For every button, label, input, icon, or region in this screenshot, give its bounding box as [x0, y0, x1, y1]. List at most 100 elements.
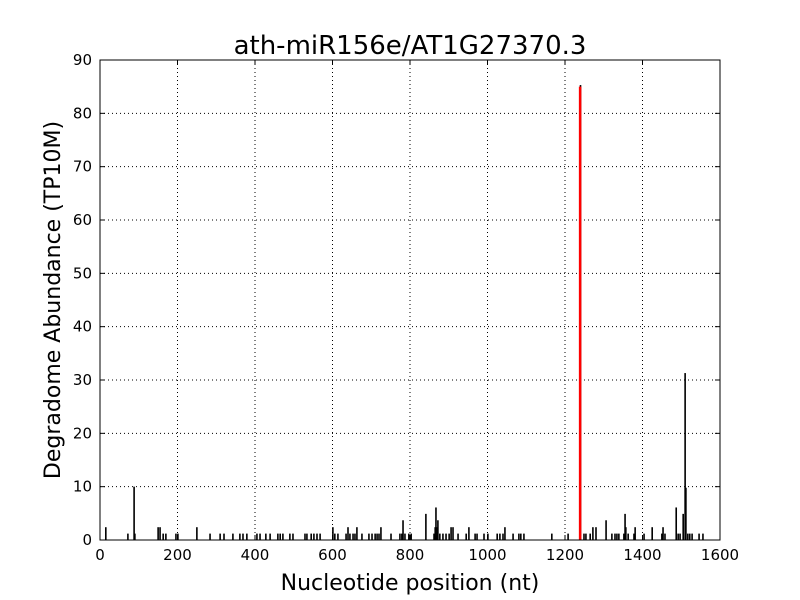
bar: [499, 533, 501, 540]
bar: [239, 533, 241, 540]
bar: [627, 533, 629, 540]
bar: [347, 527, 349, 540]
bar: [439, 533, 441, 540]
bar: [256, 533, 258, 540]
bar: [448, 533, 450, 540]
y-tick-label: 30: [73, 371, 92, 389]
y-tick-label: 0: [82, 531, 92, 549]
bar: [551, 533, 553, 540]
bar: [661, 533, 663, 540]
y-tick-label: 70: [73, 158, 92, 176]
bar: [316, 533, 318, 540]
bar: [246, 533, 248, 540]
bar: [685, 487, 687, 540]
bar: [269, 533, 271, 540]
bar: [361, 533, 363, 540]
bar: [354, 533, 356, 540]
bar: [277, 533, 279, 540]
bar: [159, 527, 161, 540]
bar: [450, 527, 452, 540]
x-axis-label: Nucleotide position (nt): [281, 571, 540, 596]
bars: [105, 85, 704, 541]
bar: [306, 533, 308, 540]
bar: [698, 533, 700, 540]
bar: [465, 533, 467, 540]
bar: [282, 533, 284, 540]
bar: [380, 527, 382, 540]
bar: [523, 533, 525, 540]
bar: [399, 533, 401, 540]
bar: [279, 533, 281, 540]
bar: [162, 533, 164, 540]
bar: [401, 533, 403, 540]
bar: [437, 520, 439, 540]
x-tick-label: 400: [241, 546, 270, 564]
bar: [452, 527, 454, 540]
bar: [310, 533, 312, 540]
bar: [633, 533, 635, 540]
bar: [313, 533, 315, 540]
y-tick-label: 60: [73, 211, 92, 229]
bar: [583, 533, 585, 540]
bar: [134, 533, 136, 540]
bar: [165, 533, 167, 540]
bar: [337, 533, 339, 540]
chart-title: ath-miR156e/AT1G27370.3: [234, 31, 587, 61]
y-tick-label: 50: [73, 264, 92, 282]
y-tick-label: 40: [73, 318, 92, 336]
bar: [127, 533, 129, 540]
bar: [662, 527, 664, 540]
x-tick-label: 600: [318, 546, 347, 564]
bar: [504, 527, 506, 540]
bar: [157, 527, 159, 540]
bar: [605, 520, 607, 540]
bar: [595, 527, 597, 540]
bar: [445, 533, 447, 540]
bar: [457, 533, 459, 540]
bar: [133, 486, 135, 540]
bar: [345, 533, 347, 540]
bar: [684, 373, 686, 540]
bar: [675, 507, 678, 540]
bar: [585, 533, 587, 540]
bar: [618, 533, 620, 540]
bar: [232, 533, 234, 540]
bar: [468, 527, 470, 540]
bar: [209, 533, 211, 540]
bar: [356, 527, 358, 540]
bar: [425, 513, 427, 540]
y-axis-label: Degradome Abundance (TP10M): [41, 121, 66, 479]
bar: [589, 533, 591, 540]
bar: [410, 533, 412, 540]
bar: [625, 527, 627, 540]
bar: [518, 533, 520, 540]
bar: [304, 533, 306, 540]
bar: [349, 533, 351, 540]
bar: [442, 533, 444, 540]
bar: [376, 533, 378, 540]
bar: [292, 533, 294, 540]
bar: [435, 507, 437, 540]
y-tick-label: 20: [73, 424, 92, 442]
x-tick-label: 0: [95, 546, 105, 564]
bar: [404, 533, 406, 540]
bar: [634, 527, 636, 540]
bar: [242, 533, 244, 540]
x-tick-label: 200: [163, 546, 192, 564]
bar: [616, 533, 618, 540]
bar: [319, 533, 321, 540]
bar: [483, 533, 485, 540]
y-tick-label: 10: [73, 478, 92, 496]
bar: [368, 533, 370, 540]
bar: [502, 533, 504, 540]
bar: [371, 533, 373, 540]
bar: [682, 513, 684, 540]
x-tick-label: 800: [396, 546, 425, 564]
x-tick-label: 1400: [623, 546, 661, 564]
x-tick-label: 1600: [701, 546, 739, 564]
bar: [611, 533, 613, 540]
bar: [496, 533, 498, 540]
bar: [688, 533, 691, 540]
bar: [219, 533, 221, 540]
